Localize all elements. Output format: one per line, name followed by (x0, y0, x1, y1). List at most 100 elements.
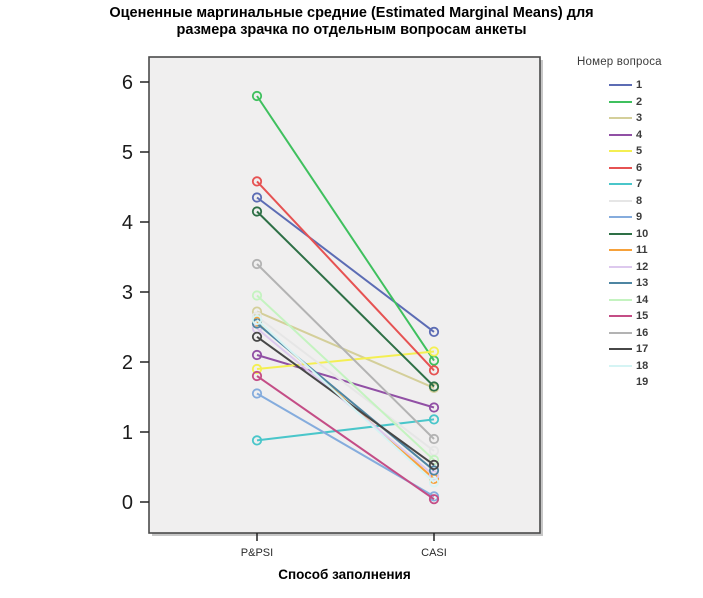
legend-swatch-5 (609, 150, 632, 153)
legend-label-7: 7 (636, 178, 643, 191)
legend-label-9: 9 (636, 211, 643, 224)
legend-item-9: 9 (577, 209, 699, 226)
legend-label-12: 12 (636, 260, 649, 273)
legend-item-18: 18 (577, 358, 699, 375)
y-tick-label: 5 (122, 142, 133, 164)
legend-label-18: 18 (636, 359, 649, 372)
series-line-1 (256, 196, 435, 333)
series-marker-15-CASI (428, 494, 440, 505)
legend-label-1: 1 (636, 79, 643, 92)
y-tick-label: 6 (122, 72, 133, 94)
series-line-16 (256, 263, 435, 440)
legend-item-1: 1 (577, 77, 699, 94)
x-tick-label: CASI (421, 547, 447, 559)
legend-swatch-15 (609, 315, 632, 318)
legend-swatch-2 (609, 100, 632, 103)
x-axis-title: Способ заполнения (278, 567, 411, 582)
legend-label-10: 10 (636, 227, 649, 240)
legend-item-11: 11 (577, 242, 699, 259)
legend-swatch-13 (609, 282, 632, 285)
series-marker-6-P&PSI (251, 176, 263, 187)
legend-label-4: 4 (636, 128, 643, 141)
legend-label-11: 11 (636, 244, 648, 257)
legend-label-14: 14 (636, 293, 649, 306)
plot-area (148, 56, 541, 534)
legend-swatch-17 (609, 348, 632, 351)
series-line-15 (256, 375, 435, 501)
legend-swatch-19 (609, 381, 632, 383)
series-marker-4-CASI (428, 402, 440, 413)
legend-item-2: 2 (577, 94, 699, 111)
legend-label-19: 19 (636, 376, 649, 389)
series-line-7 (256, 418, 435, 442)
legend-items: 1 2 3 4 5 6 7 8 9 10 11 12 13 14 15 16 17 18 19 (577, 77, 699, 391)
series-marker-5-CASI (428, 346, 440, 357)
series-marker-18-CASI (428, 477, 440, 488)
legend-label-17: 17 (636, 343, 649, 356)
legend-swatch-7 (609, 183, 632, 186)
legend-item-15: 15 (577, 308, 699, 325)
y-tick-label: 3 (122, 282, 133, 304)
series-marker-9-P&PSI (251, 388, 263, 399)
legend-swatch-11 (609, 249, 632, 252)
legend: Номер вопроса 1 2 3 4 5 6 7 8 9 10 11 12 13 14 15 16 17 1… (577, 56, 699, 391)
legend-item-16: 16 (577, 325, 699, 342)
legend-item-6: 6 (577, 160, 699, 177)
legend-swatch-16 (609, 331, 632, 334)
series-marker-16-CASI (428, 433, 440, 445)
legend-swatch-6 (609, 166, 632, 169)
legend-item-19: 19 (577, 374, 699, 391)
legend-item-17: 17 (577, 341, 699, 358)
chart-title: Оцененные маргинальные средние (Estimate… (0, 5, 703, 39)
legend-item-3: 3 (577, 110, 699, 127)
series-marker-2-P&PSI (251, 90, 263, 102)
legend-label-5: 5 (636, 145, 643, 158)
legend-swatch-4 (609, 133, 632, 136)
chart-title-line2: размера зрачка по отдельным вопросам анк… (176, 22, 527, 38)
legend-item-4: 4 (577, 127, 699, 144)
series-marker-18-P&PSI (251, 314, 263, 326)
series-line-3 (256, 310, 435, 389)
legend-swatch-1 (609, 84, 632, 87)
y-tick-label: 1 (122, 422, 133, 444)
series-marker-1-CASI (428, 326, 440, 337)
legend-item-7: 7 (577, 176, 699, 193)
legend-item-13: 13 (577, 275, 699, 292)
series-marker-10-P&PSI (251, 206, 263, 217)
series-marker-15-P&PSI (251, 370, 263, 382)
series-marker-7-CASI (428, 414, 440, 425)
series-marker-14-P&PSI (251, 290, 263, 301)
y-tick-label: 0 (122, 492, 133, 514)
legend-swatch-3 (609, 117, 632, 120)
legend-label-3: 3 (636, 112, 643, 125)
series-marker-5-P&PSI (251, 363, 263, 375)
legend-swatch-12 (609, 265, 632, 268)
series-line-5 (256, 350, 435, 370)
y-tick-label: 2 (122, 352, 133, 374)
series-marker-1-P&PSI (251, 192, 263, 203)
series-marker-17-P&PSI (251, 331, 263, 342)
series-line-4 (256, 354, 435, 409)
y-tick-label: 4 (122, 212, 133, 234)
legend-item-12: 12 (577, 259, 699, 276)
legend-swatch-10 (609, 232, 632, 235)
legend-label-16: 16 (636, 326, 649, 339)
legend-label-2: 2 (636, 95, 643, 108)
legend-item-10: 10 (577, 226, 699, 243)
series-marker-12-CASI (428, 470, 440, 481)
legend-item-5: 5 (577, 143, 699, 160)
series-marker-17-CASI (428, 459, 440, 470)
series-line-6 (256, 180, 435, 372)
legend-label-6: 6 (636, 161, 643, 174)
chart-title-line1: Оцененные маргинальные средние (Estimate… (109, 5, 594, 21)
legend-label-8: 8 (636, 194, 643, 207)
x-tick-label: P&PSI (241, 547, 273, 559)
legend-item-14: 14 (577, 292, 699, 309)
legend-label-15: 15 (636, 310, 649, 323)
series-marker-4-P&PSI (251, 349, 263, 361)
series-line-8 (256, 315, 435, 452)
legend-item-8: 8 (577, 193, 699, 210)
legend-swatch-18 (609, 364, 632, 367)
series-marker-13-CASI (428, 465, 440, 476)
